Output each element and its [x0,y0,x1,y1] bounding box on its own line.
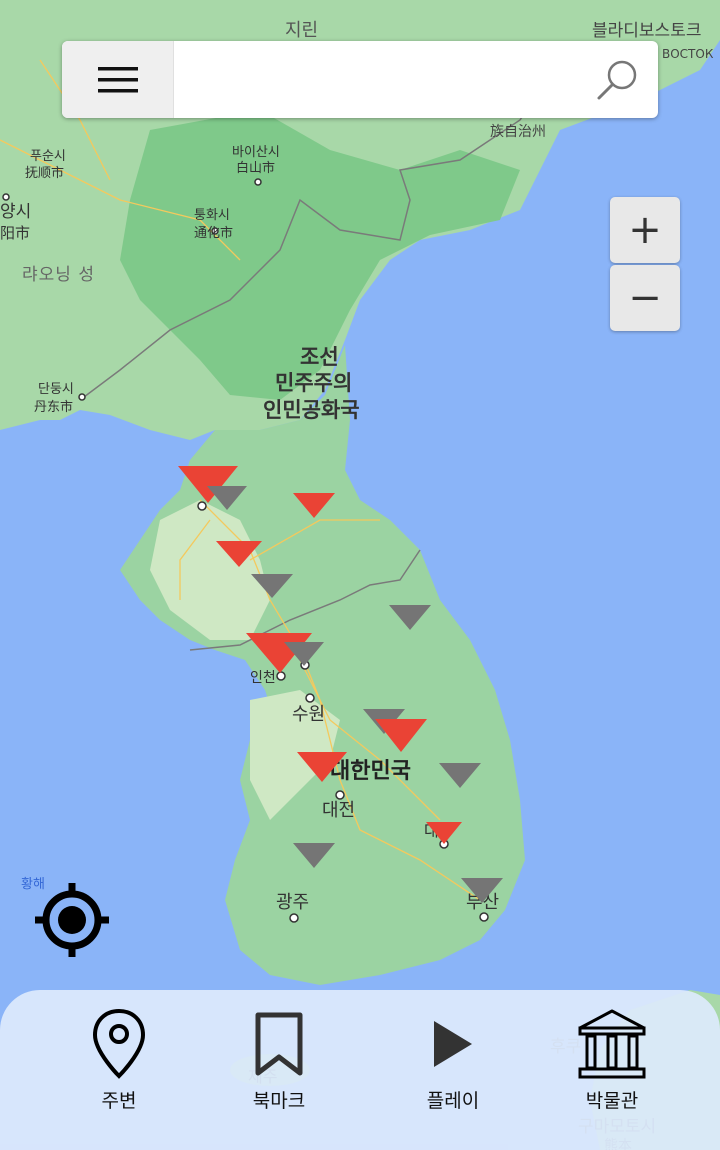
play-icon [434,1021,472,1067]
land-forest [120,110,520,400]
label-tonghua: 퉁화시 [194,208,230,223]
nav-bookmark-label: 북마크 [252,1090,306,1112]
roads [0,59,481,901]
label-incheon: 인천 [250,670,276,686]
label-jilin: 지린 [285,20,318,41]
marker-gray[interactable] [439,763,481,788]
marker-gray[interactable] [207,486,247,510]
museum-building-icon [578,1009,646,1079]
nav-nearby[interactable]: 주변 [54,1004,184,1124]
border-china-nk [79,59,561,401]
label-vladivostok-ru: ВОСТОК [662,47,714,61]
label-busan: 부산 [466,892,499,913]
nav-museum-label: 박물관 [585,1090,639,1112]
search-button[interactable] [578,41,658,118]
marker-gray[interactable] [389,605,431,630]
nav-play[interactable]: 플레이 [388,1004,518,1124]
marker-red[interactable] [426,822,462,844]
menu-button[interactable] [62,41,174,118]
label-yellow-sea: 황해 [21,877,45,892]
label-liaoning: 랴오닝 성 [22,265,95,285]
marker-gray[interactable] [251,574,293,598]
my-location-button[interactable] [33,881,111,959]
zoom-in-button[interactable]: + [610,197,680,263]
city-dots [2,178,489,923]
bookmark-icon [255,1012,303,1076]
map-markers [178,466,503,903]
label-shenyang-cn: 阳市 [0,224,30,242]
marker-red[interactable] [293,493,335,518]
label-dandong-cn: 丹东市 [34,399,73,415]
nav-play-label: 플레이 [426,1090,480,1112]
crosshair-location-icon [35,883,109,957]
label-gwangju: 광주 [276,892,309,913]
land-lowland [150,500,270,640]
search-input[interactable] [174,41,578,118]
label-south-korea: 대한민국 [330,759,411,784]
label-nk-line3: 인민공화국 [263,398,360,422]
marker-red[interactable] [375,719,427,752]
border-dmz [189,549,421,651]
label-nk-line1: 조선 [300,345,339,369]
bottom-navigation: 주변 북마크 플레이 박물관 [0,990,720,1150]
marker-red[interactable] [297,752,347,782]
label-suwon: 수원 [292,704,325,725]
label-nk-line2: 민주주의 [275,371,352,395]
nav-bookmark[interactable]: 북마크 [214,1004,344,1124]
label-fushun-cn: 抚顺市 [25,165,64,181]
label-dandong: 단둥시 [38,382,74,397]
label-tonghua-cn: 通化市 [194,225,233,241]
search-icon [597,60,637,99]
nav-nearby-label: 주변 [101,1090,137,1112]
marker-gray[interactable] [461,878,503,903]
label-fushun: 푸순시 [30,149,66,164]
land-peninsula [120,345,525,985]
search-bar [62,41,658,118]
label-shenyang: 양시 [0,202,31,222]
hamburger-menu-icon [97,66,138,92]
nav-museum[interactable]: 박물관 [547,1004,677,1124]
label-daejeon: 대전 [322,800,355,821]
zoom-out-button[interactable]: − [610,265,680,331]
marker-gray[interactable] [284,642,324,666]
marker-gray[interactable] [293,843,335,868]
marker-red[interactable] [216,541,262,567]
land-lowland-2 [250,690,340,820]
marker-red[interactable] [178,466,238,503]
map-pin-icon [92,1008,146,1079]
label-yanbian: 族自治州 [490,124,546,140]
label-baishan: 바이산시 [232,145,280,160]
label-vladivostok: 블라디보스토크 [592,21,701,41]
label-baishan-cn: 白山市 [236,160,275,176]
